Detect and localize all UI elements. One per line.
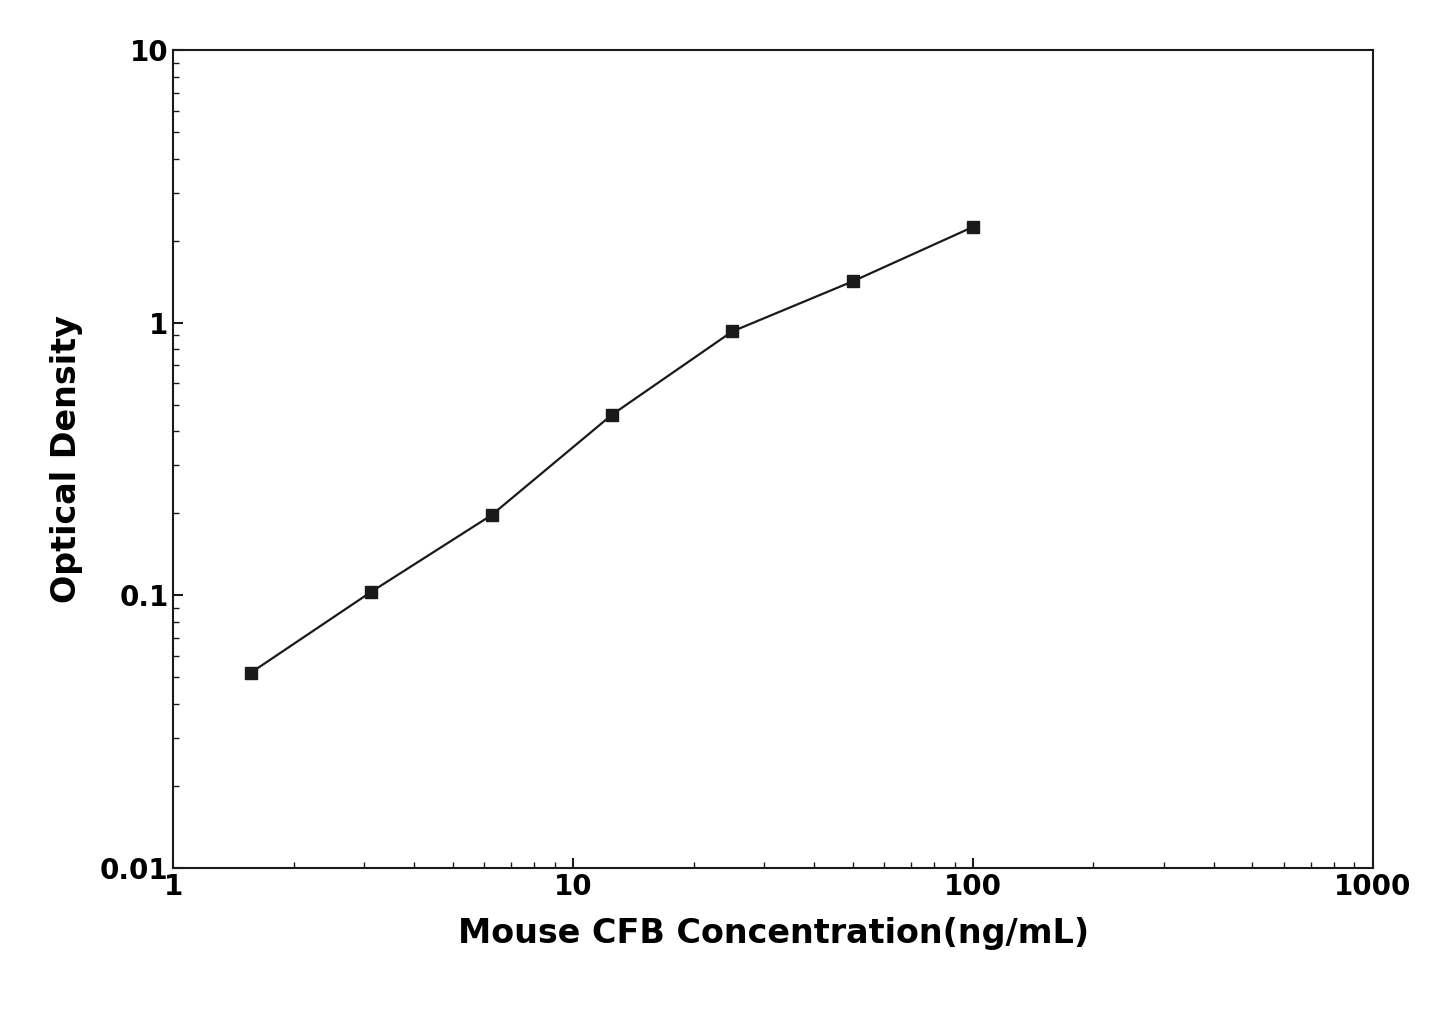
Y-axis label: Optical Density: Optical Density <box>51 315 84 603</box>
X-axis label: Mouse CFB Concentration(ng/mL): Mouse CFB Concentration(ng/mL) <box>458 917 1088 950</box>
